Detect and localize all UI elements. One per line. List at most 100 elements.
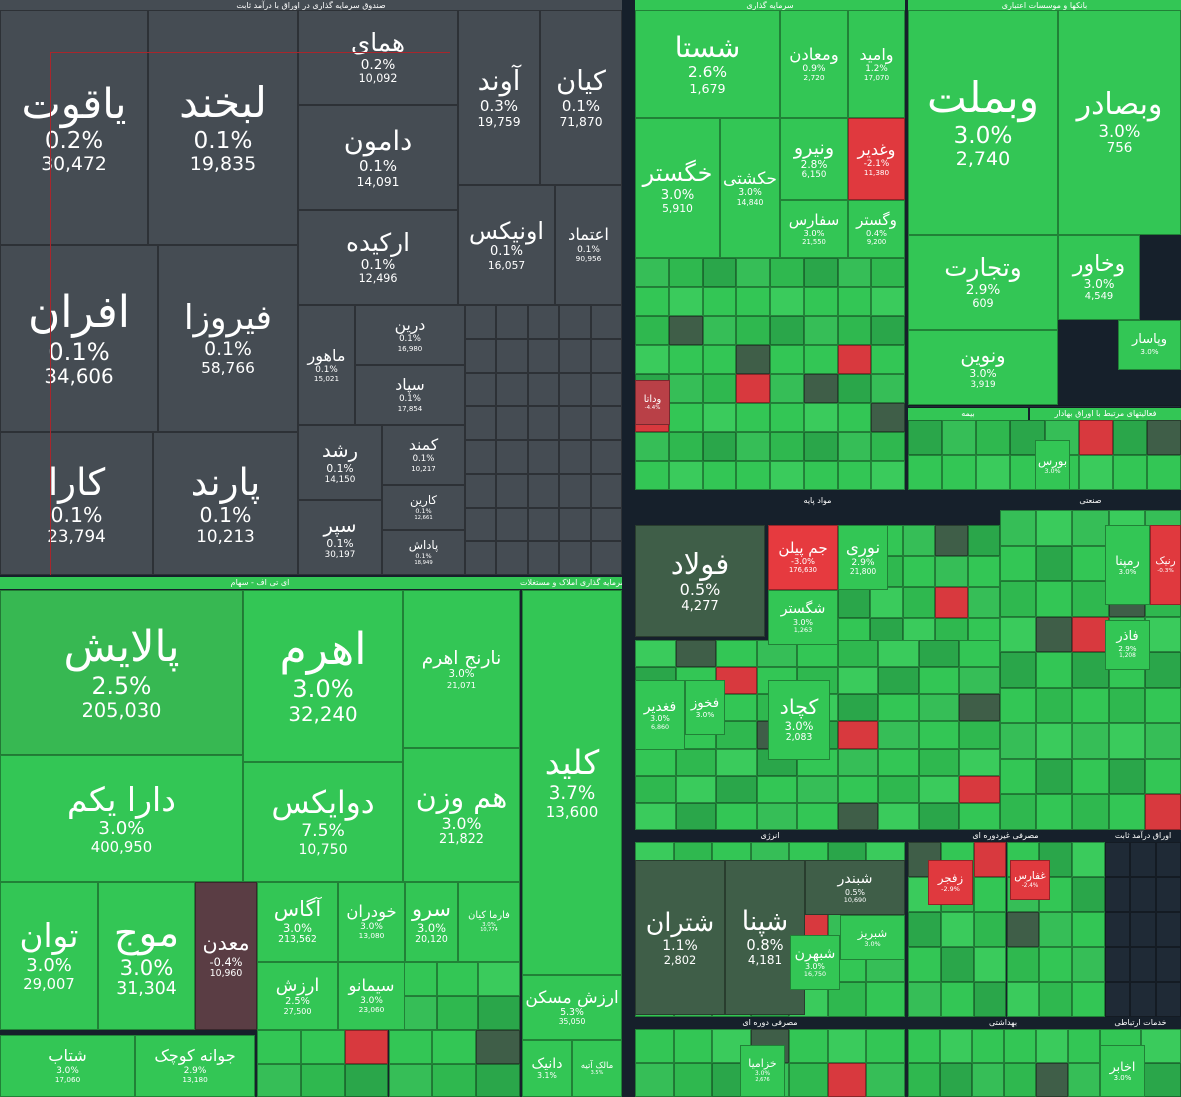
filler-tile — [590, 305, 622, 339]
filler-tile — [590, 440, 622, 474]
filler-tile — [976, 455, 1011, 490]
filler-tile — [770, 432, 804, 461]
stock-tile: شبهرن 3.0% 16,750 — [790, 935, 840, 990]
stock-change: 3.0% — [793, 617, 813, 627]
filler-tile — [527, 406, 560, 440]
section-title: فعالیتهای مرتبط با اوراق بهادار — [1030, 408, 1181, 420]
filler-tile — [940, 1063, 972, 1097]
stock-change: 0.2% — [360, 56, 396, 73]
stock-name: وپاسار — [1132, 332, 1167, 348]
filler-tile — [559, 440, 591, 474]
stock-change: 2.6% — [687, 63, 728, 81]
stock-name: کمند — [408, 436, 439, 455]
filler-tile — [959, 748, 1000, 776]
filler-tile — [527, 440, 560, 474]
filler-tile — [827, 1029, 867, 1063]
filler-tile — [770, 403, 804, 432]
stock-volume: 12,496 — [358, 272, 398, 286]
filler-tile — [635, 316, 669, 345]
filler-tile — [1072, 687, 1109, 724]
stock-name: هم وزن — [415, 781, 508, 815]
stock-volume: 30,472 — [41, 153, 107, 175]
stock-volume: 27,500 — [283, 1007, 312, 1017]
section-title: صندوق سرمایه گذاری در اوراق با درآمد ثاب… — [0, 0, 622, 10]
stock-volume: 10,092 — [358, 72, 398, 86]
filler-tile — [496, 507, 528, 542]
filler-tile — [803, 345, 838, 374]
filler-tile — [1036, 616, 1073, 653]
filler-tile — [716, 640, 757, 668]
filler-tile — [837, 802, 879, 830]
stock-change: -4.4% — [644, 405, 661, 412]
stock-tile: شتران 1.1% 2,802 — [635, 860, 725, 1015]
filler-tile — [716, 802, 757, 830]
filler-tile — [871, 461, 905, 490]
filler-tile — [1144, 687, 1181, 724]
filler-tile — [635, 748, 676, 776]
stock-volume: 14,091 — [356, 174, 400, 189]
filler-tile — [973, 877, 1007, 912]
filler-tile — [465, 305, 497, 339]
filler-tile — [1108, 723, 1145, 759]
stock-change: 0.1% — [399, 334, 421, 344]
filler-tile — [837, 258, 872, 287]
stock-name: وداتا — [643, 393, 662, 405]
filler-tile — [1146, 420, 1181, 455]
filler-tile — [878, 667, 919, 695]
filler-tile — [1112, 420, 1147, 455]
stock-change: 3.0% — [119, 955, 174, 980]
filler-tile — [973, 912, 1007, 947]
cursor-line — [50, 52, 51, 575]
filler-tile — [908, 1029, 940, 1063]
stock-volume: 609 — [972, 297, 994, 311]
filler-tile — [668, 316, 703, 345]
filler-tile — [871, 345, 905, 374]
filler-tile — [1006, 947, 1040, 982]
filler-tile — [1000, 758, 1037, 795]
filler-tile — [590, 338, 622, 373]
stock-volume: 30,197 — [324, 549, 356, 560]
filler-tile — [257, 1030, 301, 1064]
filler-tile — [496, 406, 528, 440]
stock-tile: فاذر 2.9% 1,208 — [1105, 620, 1150, 670]
filler-tile — [837, 287, 872, 316]
filler-tile — [432, 1063, 477, 1097]
stock-tile: وبملت 3.0% 2,740 — [908, 10, 1058, 235]
filler-tile — [1072, 581, 1109, 617]
stock-name: افران — [27, 286, 131, 338]
stock-name: دارا یکم — [67, 779, 176, 819]
stock-name: شتران — [645, 907, 715, 938]
stock-change: 3.7% — [548, 782, 596, 804]
stock-tile: ومعادن 0.9% 2,720 — [780, 10, 848, 118]
stock-volume: 6,860 — [650, 723, 670, 731]
section-title: انرژی — [635, 830, 905, 842]
filler-tile — [1072, 652, 1109, 688]
filler-tile — [1130, 877, 1156, 912]
stock-name: درین — [394, 316, 426, 335]
stock-tile: زفجر -2.9% — [928, 860, 973, 905]
filler-tile — [1105, 982, 1131, 1017]
filler-tile — [837, 748, 879, 776]
stock-volume: 16,980 — [397, 343, 423, 353]
stock-change: -2.1% — [863, 159, 890, 170]
filler-tile — [635, 775, 676, 803]
filler-tile — [935, 525, 968, 556]
stock-volume: 11,380 — [863, 168, 890, 178]
filler-tile — [908, 455, 943, 490]
stock-change: 7.5% — [301, 821, 345, 841]
stock-tile: فولاد 0.5% 4,277 — [635, 525, 765, 637]
filler-tile — [675, 640, 717, 668]
stock-change: 0.1% — [204, 338, 252, 360]
filler-tile — [1140, 1063, 1181, 1097]
filler-tile — [736, 374, 770, 403]
stock-name: شبریز — [857, 926, 888, 941]
stock-tile: شبریز 3.0% — [840, 915, 905, 960]
stock-change: 0.1% — [489, 244, 524, 259]
filler-tile — [1072, 510, 1109, 546]
filler-tile — [871, 403, 905, 432]
filler-tile — [527, 473, 560, 508]
stock-name: وتجارت — [944, 253, 1022, 283]
filler-tile — [527, 305, 560, 339]
filler-tile — [866, 982, 905, 1017]
